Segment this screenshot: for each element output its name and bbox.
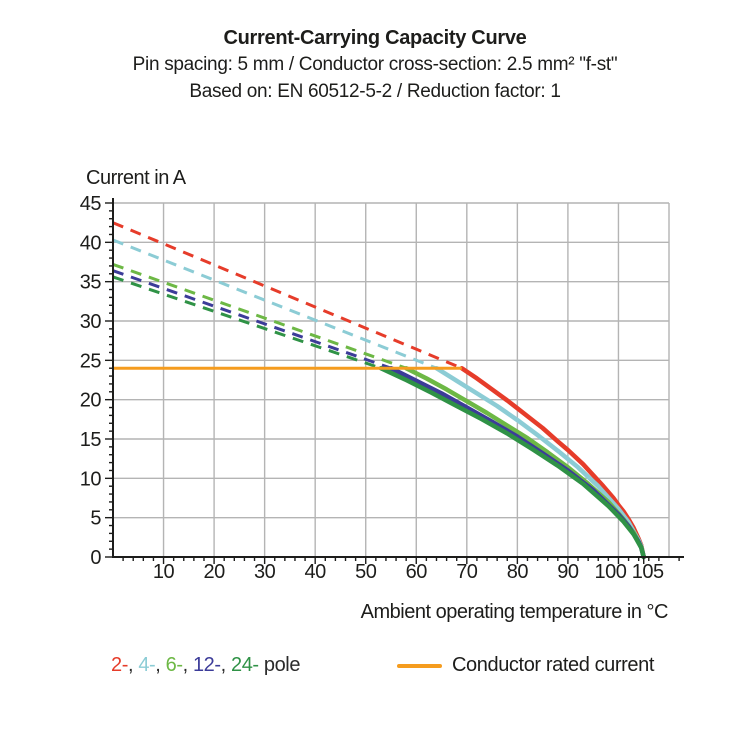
legend-item-6-pole: 6- [165,654,183,676]
y-tick-label: 10 [80,468,102,490]
rated-current-swatch [397,664,442,668]
legend-item-4-pole: 4- [138,654,156,676]
series-24-pole-solid-curve [378,365,646,560]
legend-item-12-pole: 12- [192,654,221,676]
x-tick-label: 20 [203,561,225,583]
y-tick-label: 20 [80,390,102,412]
y-tick-label: 5 [90,508,101,530]
tick-marks [105,202,680,564]
x-tick-label: 90 [557,561,579,583]
chart-subtitle-standard: Based on: EN 60512-5-2 / Reduction facto… [189,81,561,102]
y-tick-label: 25 [80,350,102,372]
series-4-pole-solid-curve [434,365,646,560]
x-tick-label: 60 [406,561,428,583]
y-tick-label: 40 [80,232,102,254]
gridlines [113,202,670,557]
series-12-pole-dashed-curve [112,269,392,370]
legend-separator: pole [258,654,301,676]
legend-pole-items: 2-, 4-, 6-, 12-, 24- pole [111,654,300,677]
y-tick-label: 15 [80,429,102,451]
y-axis-title: Current in A [86,167,187,189]
x-tick-label: 105 [632,561,664,583]
legend-separator: , [182,654,193,676]
y-tick-label: 35 [80,272,102,294]
rated-current-legend-label: Conductor rated current [452,654,655,676]
y-tick-label: 30 [80,311,102,333]
series-6-pole-dashed-curve [112,262,407,370]
tick-labels: 10 20 30 40 50 60 70 80 90 100 105 0 5 10 15 20 25 30 35 40… [80,193,665,583]
y-tick-label: 0 [90,547,101,569]
series-4-pole-dashed-curve [112,238,438,370]
y-tick-label: 45 [80,193,102,215]
legend-item-2-pole: 2- [111,654,128,676]
series-24-pole-dashed-curve [112,275,382,370]
x-tick-label: 10 [153,561,175,583]
x-tick-label: 50 [355,561,377,583]
legend-separator: , [220,654,231,676]
legend-separator: , [127,654,139,676]
x-axis-title: Ambient operating temperature in °C [361,601,668,623]
x-tick-label: 100 [595,561,627,583]
x-tick-label: 80 [507,561,529,583]
chart-subtitle-spec: Pin spacing: 5 mm / Conductor cross-sect… [132,54,618,75]
legend-separator: , [155,654,166,676]
legend-item-24-pole: 24- [230,654,259,676]
series-2-pole-dashed-curve [112,221,463,370]
x-tick-label: 30 [254,561,276,583]
x-tick-label: 40 [305,561,327,583]
x-tick-label: 70 [456,561,478,583]
chart-header: Current-Carrying Capacity Curve Pin spac… [0,25,750,105]
chart-title: Current-Carrying Capacity Curve [223,27,527,49]
